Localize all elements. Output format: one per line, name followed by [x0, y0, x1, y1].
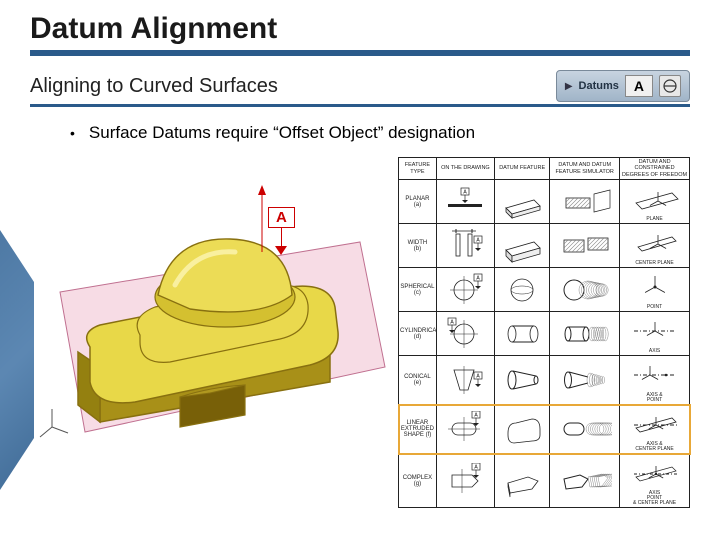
- table-header: ON THE DRAWING: [436, 158, 494, 180]
- table-cell-illustration: [550, 405, 620, 454]
- table-row: CYLINDRICAL (d)A AXIS: [399, 312, 690, 356]
- datum-table-wrap: FEATURE TYPE ON THE DRAWING DATUM FEATUR…: [398, 157, 690, 487]
- table-cell-dof: AXIS POINT & CENTER PLANE: [620, 454, 690, 508]
- table-cell-illustration: [550, 268, 620, 312]
- part-3d-svg: [30, 157, 390, 467]
- row-label: CYLINDRICAL (d): [399, 312, 437, 356]
- table-cell-illustration: [495, 356, 550, 405]
- datum-reference-table: FEATURE TYPE ON THE DRAWING DATUM FEATUR…: [398, 157, 690, 508]
- table-row: PLANAR (a)A PLANE: [399, 180, 690, 224]
- table-cell-dof: AXIS & CENTER PLANE: [620, 405, 690, 454]
- badge-letter: A: [625, 75, 653, 97]
- table-cell-illustration: A: [436, 356, 494, 405]
- table-cell-illustration: [495, 454, 550, 508]
- table-cell-illustration: A: [436, 454, 494, 508]
- table-row: WIDTH (b)A CENTER PLANE: [399, 224, 690, 268]
- table-cell-illustration: [495, 405, 550, 454]
- table-cell-illustration: A: [436, 312, 494, 356]
- row-label: PLANAR (a): [399, 180, 437, 224]
- table-cell-dof: AXIS: [620, 312, 690, 356]
- datums-toolbar-badge: ▶ Datums A: [556, 70, 690, 102]
- row-label: WIDTH (b): [399, 224, 437, 268]
- bullet-text: Surface Datums require “Offset Object” d…: [89, 123, 475, 143]
- table-header: DATUM AND DATUM FEATURE SIMULATOR: [550, 158, 620, 180]
- table-header-row: FEATURE TYPE ON THE DRAWING DATUM FEATUR…: [399, 158, 690, 180]
- table-header: DATUM AND CONSTRAINED DEGREES OF FREEDOM: [620, 158, 690, 180]
- datum-target-icon: [659, 75, 681, 97]
- datum-a-stem: [281, 228, 283, 246]
- table-cell-dof: PLANE: [620, 180, 690, 224]
- table-cell-illustration: [495, 268, 550, 312]
- table-row: SPHERICAL (c)A POINT: [399, 268, 690, 312]
- datum-a-triangle-icon: [275, 246, 287, 255]
- part-csys-icon: [40, 409, 68, 437]
- table-cell-illustration: A: [436, 224, 494, 268]
- z-axis-arrow-icon: [258, 185, 266, 195]
- table-row: COMPLEX (g)A AXIS POINT & CENTER PLANE: [399, 454, 690, 508]
- table-header: FEATURE TYPE: [399, 158, 437, 180]
- table-header: DATUM FEATURE: [495, 158, 550, 180]
- part-3d-illustration: A: [30, 157, 390, 467]
- row-label: CONICAL (e): [399, 356, 437, 405]
- table-cell-dof: AXIS & POINT: [620, 356, 690, 405]
- slide-container: Datum Alignment Aligning to Curved Surfa…: [0, 0, 720, 540]
- table-row: CONICAL (e)A AXIS & POINT: [399, 356, 690, 405]
- bullet-marker-icon: •: [70, 125, 75, 141]
- table-cell-illustration: A: [436, 405, 494, 454]
- table-cell-illustration: [550, 454, 620, 508]
- row-label: SPHERICAL (c): [399, 268, 437, 312]
- table-cell-illustration: [550, 224, 620, 268]
- badge-label: Datums: [579, 80, 619, 92]
- table-cell-dof: POINT: [620, 268, 690, 312]
- datum-a-letter: A: [268, 207, 295, 228]
- content-row: A FEATURE TYPE ON THE DRAWING DATUM FEAT…: [30, 157, 690, 497]
- table-cell-illustration: [495, 312, 550, 356]
- slide-subtitle: Aligning to Curved Surfaces: [30, 75, 278, 98]
- datum-a-flag: A: [268, 207, 295, 255]
- table-cell-dof: CENTER PLANE: [620, 224, 690, 268]
- subtitle-underline: [30, 104, 690, 107]
- arrow-right-icon: ▶: [565, 81, 573, 92]
- table-cell-illustration: [550, 312, 620, 356]
- row-label: LINEAR EXTRUDED SHAPE (f): [399, 405, 437, 454]
- table-row: LINEAR EXTRUDED SHAPE (f)A AXIS & CENTER …: [399, 405, 690, 454]
- table-cell-illustration: [550, 180, 620, 224]
- row-label: COMPLEX (g): [399, 454, 437, 508]
- title-underline: [30, 50, 690, 56]
- slide-title: Datum Alignment: [30, 12, 690, 46]
- table-cell-illustration: A: [436, 268, 494, 312]
- table-cell-illustration: [550, 356, 620, 405]
- bullet-item: • Surface Datums require “Offset Object”…: [70, 123, 690, 143]
- table-cell-illustration: [495, 180, 550, 224]
- table-cell-illustration: [495, 224, 550, 268]
- subtitle-row: Aligning to Curved Surfaces ▶ Datums A: [30, 70, 690, 102]
- table-cell-illustration: A: [436, 180, 494, 224]
